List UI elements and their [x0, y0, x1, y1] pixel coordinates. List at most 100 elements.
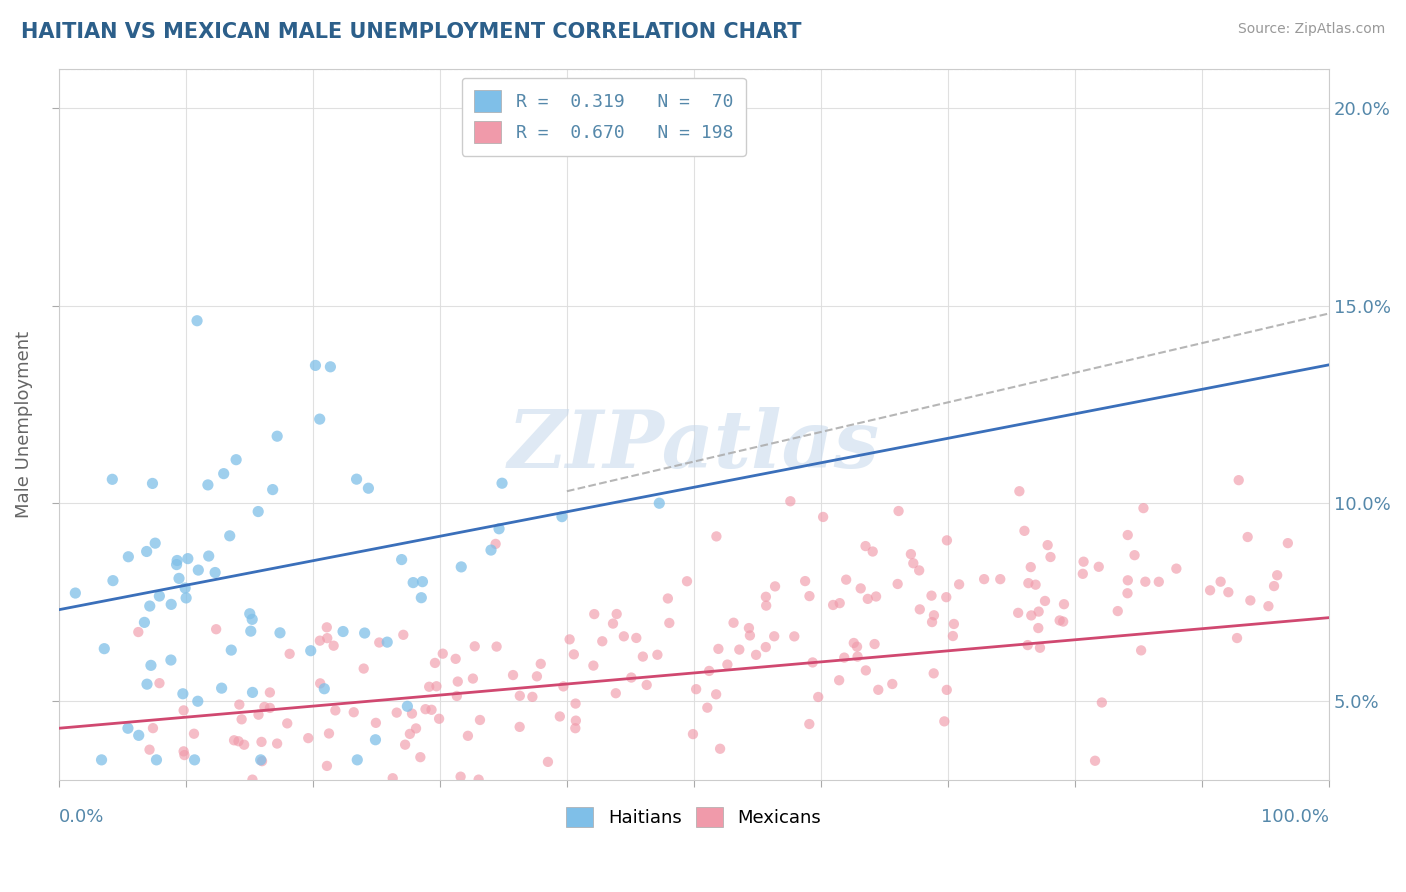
Point	[682, 727, 704, 741]
Point	[325, 703, 347, 717]
Point	[921, 589, 943, 603]
Point	[160, 653, 183, 667]
Point	[411, 574, 433, 589]
Point	[127, 625, 149, 640]
Point	[605, 686, 627, 700]
Point	[249, 753, 271, 767]
Point	[934, 714, 956, 729]
Point	[706, 529, 728, 543]
Point	[364, 732, 387, 747]
Point	[1218, 585, 1240, 599]
Point	[135, 544, 157, 558]
Point	[418, 680, 440, 694]
Point	[177, 551, 200, 566]
Point	[801, 656, 824, 670]
Point	[197, 478, 219, 492]
Point	[318, 726, 340, 740]
Text: 0.0%: 0.0%	[59, 808, 104, 826]
Point	[250, 754, 273, 768]
Point	[1071, 566, 1094, 581]
Point	[411, 591, 433, 605]
Point	[1236, 530, 1258, 544]
Point	[783, 629, 806, 643]
Text: Source: ZipAtlas.com: Source: ZipAtlas.com	[1237, 22, 1385, 37]
Point	[1239, 593, 1261, 607]
Point	[811, 510, 834, 524]
Point	[90, 753, 112, 767]
Point	[394, 738, 416, 752]
Point	[1087, 559, 1109, 574]
Point	[658, 615, 681, 630]
Point	[908, 602, 931, 616]
Point	[631, 649, 654, 664]
Point	[562, 648, 585, 662]
Point	[745, 648, 768, 662]
Point	[676, 574, 699, 589]
Point	[1039, 549, 1062, 564]
Point	[835, 573, 858, 587]
Point	[166, 558, 188, 572]
Point	[488, 522, 510, 536]
Point	[755, 590, 778, 604]
Point	[551, 509, 574, 524]
Point	[1116, 586, 1139, 600]
Point	[723, 615, 745, 630]
Point	[1135, 574, 1157, 589]
Point	[450, 770, 472, 784]
Point	[582, 658, 605, 673]
Point	[935, 590, 957, 604]
Point	[502, 668, 524, 682]
Point	[231, 712, 253, 726]
Point	[865, 590, 887, 604]
Point	[160, 598, 183, 612]
Text: HAITIAN VS MEXICAN MALE UNEMPLOYMENT CORRELATION CHART: HAITIAN VS MEXICAN MALE UNEMPLOYMENT COR…	[21, 22, 801, 42]
Point	[704, 687, 727, 701]
Point	[228, 698, 250, 712]
Point	[139, 599, 162, 613]
Point	[401, 706, 423, 721]
Point	[304, 359, 326, 373]
Point	[117, 549, 139, 564]
Point	[755, 599, 778, 613]
Point	[136, 677, 159, 691]
Point	[583, 607, 606, 621]
Point	[316, 759, 339, 773]
Point	[211, 681, 233, 695]
Point	[447, 674, 470, 689]
Point	[1147, 574, 1170, 589]
Point	[173, 703, 195, 717]
Point	[145, 753, 167, 767]
Point	[314, 681, 336, 696]
Point	[868, 682, 890, 697]
Point	[415, 702, 437, 716]
Point	[315, 620, 337, 634]
Point	[1265, 568, 1288, 582]
Point	[948, 577, 970, 591]
Point	[648, 496, 671, 510]
Text: ZIPatlas: ZIPatlas	[508, 407, 880, 484]
Point	[1132, 501, 1154, 516]
Point	[1052, 615, 1074, 629]
Point	[101, 574, 124, 588]
Point	[205, 622, 228, 636]
Point	[922, 666, 945, 681]
Point	[1019, 560, 1042, 574]
Point	[187, 563, 209, 577]
Point	[553, 680, 575, 694]
Point	[728, 642, 751, 657]
Point	[842, 636, 865, 650]
Point	[613, 629, 636, 643]
Point	[988, 572, 1011, 586]
Point	[322, 639, 344, 653]
Point	[696, 700, 718, 714]
Point	[738, 621, 761, 635]
Point	[1014, 524, 1036, 538]
Point	[935, 682, 957, 697]
Point	[564, 721, 586, 735]
Point	[862, 544, 884, 558]
Point	[849, 582, 872, 596]
Point	[564, 697, 586, 711]
Point	[266, 429, 288, 443]
Point	[522, 690, 544, 704]
Point	[299, 643, 322, 657]
